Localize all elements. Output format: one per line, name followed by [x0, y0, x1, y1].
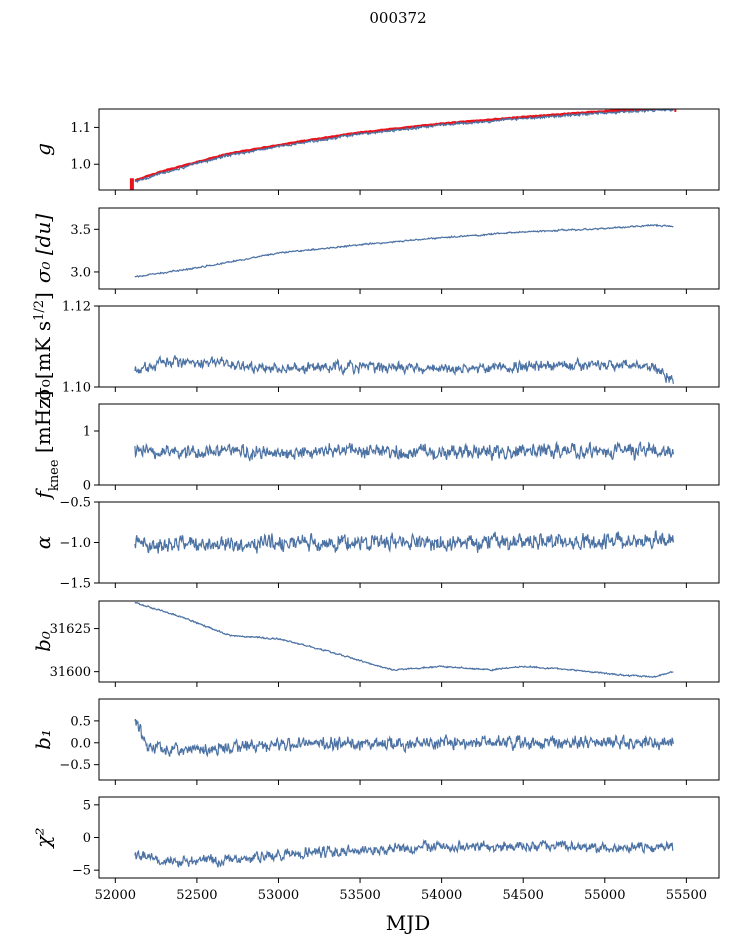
y-axis-label-chi2: χ²: [31, 827, 55, 849]
y-tick-label-sigma0_du: 3.5: [70, 223, 91, 238]
series-line-b0: [134, 601, 674, 679]
y-tick-label-g: 1.0: [70, 158, 91, 173]
panel-chi2: −5 0 5 52000 52500 53000 53500 54000 54500 55000 5…: [31, 796, 720, 903]
x-tick-label: 54500: [503, 888, 544, 903]
panel-fknee: 0 1 fknee [mHz]: [31, 391, 720, 501]
y-tick-label-b1: 0.5: [70, 714, 91, 729]
y-axis-label-b0: b₀: [31, 631, 55, 652]
y-axis-label-alpha: α: [31, 535, 55, 549]
x-tick-label: 52500: [176, 888, 217, 903]
y-axis-label-sigma0_du: σ₀ [du]: [31, 214, 55, 284]
panel-frame-sigma0_du: [98, 207, 720, 290]
panel-b1: −0.5 0.0 0.5 b₁: [31, 698, 720, 785]
panel-sigma0_du: 3.0 3.5 σ₀ [du]: [31, 207, 720, 294]
y-axis-label-fknee: fknee [mHz]: [31, 391, 62, 501]
series-line-b1: [134, 718, 674, 758]
y-axis-label-g: g: [31, 143, 55, 156]
series-line-alpha: [134, 530, 674, 554]
panel-frame-g: [98, 108, 720, 191]
overlay-line-g: [134, 109, 674, 182]
y-tick-label-b1: 0.0: [70, 736, 91, 751]
y-tick-label-b0: 31600: [50, 665, 91, 680]
y-tick-label-chi2: 0: [83, 831, 91, 846]
series-line-chi2: [134, 838, 674, 868]
x-tick-label: 55500: [666, 888, 707, 903]
y-tick-label-chi2: 5: [83, 798, 91, 813]
y-tick-label-alpha: −1.5: [59, 577, 91, 592]
x-tick-label: 54000: [421, 888, 462, 903]
y-tick-label-g: 1.1: [70, 121, 91, 136]
panel-g: 1.0 1.1 g: [31, 108, 720, 195]
y-tick-label-fknee: 0: [83, 479, 91, 494]
panel-frame-b0: [98, 600, 720, 683]
y-tick-label-fknee: 1: [83, 425, 91, 440]
series-line-fknee: [134, 440, 674, 462]
y-tick-label-sigma0_mk: 1.10: [62, 381, 91, 396]
x-axis-label: MJD: [386, 911, 431, 935]
panel-alpha: −1.5 −1.0 −0.5 α: [31, 496, 720, 592]
y-axis-label-sigma0_mk: σ₀[mK s1/2]: [31, 292, 55, 401]
series-line-g: [134, 109, 674, 184]
panel-sigma0_mk: 1.10 1.12 σ₀[mK s1/2]: [31, 292, 720, 401]
x-tick-label: 53000: [258, 888, 299, 903]
y-tick-label-alpha: −1.0: [59, 536, 91, 551]
y-tick-label-b0: 31625: [50, 622, 91, 637]
y-tick-label-chi2: −5: [72, 864, 91, 879]
y-tick-label-b1: −0.5: [59, 758, 91, 773]
x-tick-label: 53500: [339, 888, 380, 903]
series-line-sigma0_du: [134, 223, 674, 278]
panel-frame-sigma0_mk: [98, 305, 720, 388]
y-tick-label-sigma0_mk: 1.12: [62, 300, 91, 315]
x-tick-label: 52000: [95, 888, 136, 903]
y-tick-label-alpha: −0.5: [59, 496, 91, 511]
panel-frame-b1: [98, 698, 720, 781]
panel-frame-chi2: [98, 796, 720, 879]
x-tick-label: 55000: [584, 888, 625, 903]
series-line-sigma0_mk: [134, 354, 674, 384]
panel-frame-fknee: [98, 403, 720, 486]
figure-title: 000372: [369, 9, 426, 27]
y-tick-label-sigma0_du: 3.0: [70, 265, 91, 280]
y-axis-label-b1: b₁: [31, 729, 55, 750]
